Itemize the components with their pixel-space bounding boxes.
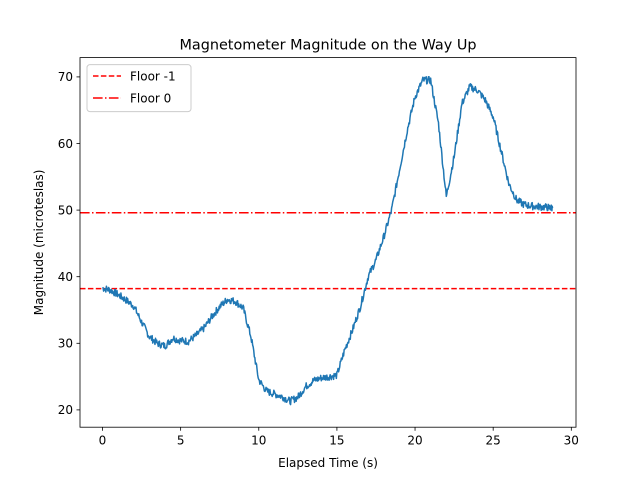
- series-layer: [80, 75, 576, 406]
- legend-label-floor-minus-1: Floor -1: [130, 70, 176, 84]
- y-tick-label: 30: [58, 337, 73, 351]
- legend-label-floor-0: Floor 0: [130, 92, 171, 106]
- x-tick-label: 20: [407, 434, 422, 448]
- axes-frame: [79, 57, 577, 428]
- x-tick-label: 30: [564, 434, 579, 448]
- y-tick-label: 50: [58, 203, 73, 217]
- x-tick-label: 10: [251, 434, 266, 448]
- x-tick-label: 0: [99, 434, 107, 448]
- y-tick-label: 70: [58, 70, 73, 84]
- y-tick-label: 60: [58, 137, 73, 151]
- plot-area: [80, 57, 576, 428]
- x-tick-label: 15: [329, 434, 344, 448]
- x-tick-label: 25: [486, 434, 501, 448]
- x-axis-ticks: 0 5 10 15 20 25 30: [99, 427, 579, 448]
- x-axis-label: Elapsed Time (s): [278, 456, 378, 470]
- chart-title: Magnetometer Magnitude on the Way Up: [179, 38, 476, 54]
- y-axis-ticks: 20 30 40 50 60 70: [58, 70, 80, 417]
- legend: Floor -1 Floor 0: [86, 64, 192, 113]
- y-axis-label: Magnitude (microteslas): [32, 170, 46, 316]
- magnitude-series-line: [102, 75, 554, 406]
- x-tick-label: 5: [177, 434, 185, 448]
- y-tick-label: 40: [58, 270, 73, 284]
- y-tick-label: 20: [58, 403, 73, 417]
